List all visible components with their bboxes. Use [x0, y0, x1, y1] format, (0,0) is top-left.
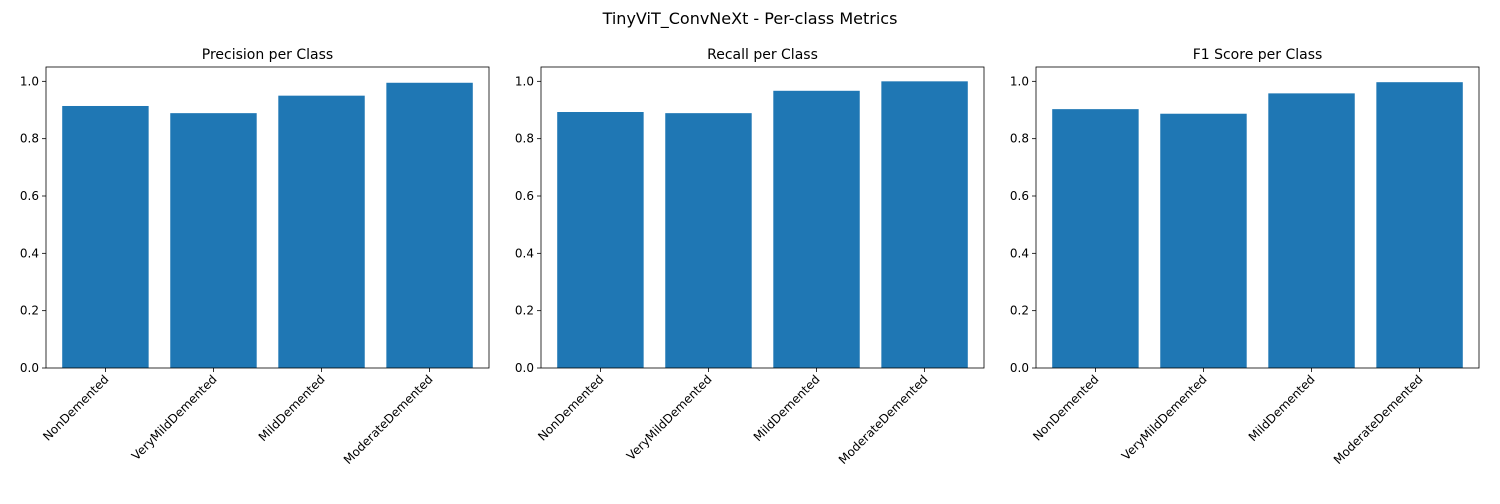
chart-panel-2: Recall per Class 0.0 0.2 0.4 0.6 0.8 1.0 NonDem…	[515, 47, 985, 467]
x-tick-label: NonDemented	[535, 372, 606, 443]
y-tick-label: 0.6	[1010, 189, 1029, 203]
x-tick-label: NonDemented	[40, 372, 111, 443]
y-tick-label: 0.4	[1010, 246, 1029, 260]
y-tick-label: 0.4	[20, 246, 39, 260]
chart-title: Recall per Class	[707, 47, 818, 63]
x-tick-label: ModerateDemented	[836, 372, 931, 467]
x-tick-label: VeryMildDemented	[1119, 372, 1210, 463]
x-tick-label: VeryMildDemented	[624, 372, 715, 463]
bar-milddemented	[1268, 93, 1355, 368]
bar-moderatedemented	[1376, 82, 1463, 369]
y-tick-label: 0.2	[20, 304, 39, 318]
y-tick-label: 0.0	[1010, 361, 1029, 375]
bar-milddemented	[773, 90, 860, 368]
bar-moderatedemented	[881, 81, 968, 368]
y-tick-label: 0.4	[515, 246, 534, 260]
y-tick-label: 0.6	[20, 189, 39, 203]
y-tick-label: 0.0	[20, 361, 39, 375]
x-tick-label: VeryMildDemented	[129, 372, 220, 463]
bar-nondemented	[557, 112, 644, 368]
bar-verymilddemented	[1160, 113, 1247, 368]
bar-verymilddemented	[170, 113, 257, 368]
bar-nondemented	[62, 105, 149, 368]
y-tick-label: 0.8	[515, 132, 534, 146]
plot-frame	[1035, 66, 1480, 369]
y-tick-label: 1.0	[515, 74, 534, 88]
bar-milddemented	[278, 95, 365, 369]
x-tick-label: ModerateDemented	[341, 372, 436, 467]
x-tick-label: MildDemented	[1246, 372, 1318, 444]
y-tick-label: 1.0	[20, 74, 39, 88]
y-tick-label: 0.2	[1010, 304, 1029, 318]
chart-title: Precision per Class	[202, 47, 333, 63]
y-tick-label: 1.0	[1010, 74, 1029, 88]
y-tick-label: 0.8	[1010, 132, 1029, 146]
bar-moderatedemented	[386, 82, 473, 369]
chart-title: F1 Score per Class	[1193, 47, 1323, 63]
y-tick-label: 0.6	[515, 189, 534, 203]
y-tick-label: 0.8	[20, 132, 39, 146]
plot-frame	[45, 66, 490, 369]
y-tick-label: 0.2	[515, 304, 534, 318]
x-tick-label: MildDemented	[751, 372, 823, 444]
y-tick-label: 0.0	[515, 361, 534, 375]
chart-panel-1: Precision per Class 0.0 0.2 0.4 0.6 0.8 1.0 Non…	[20, 47, 490, 467]
bar-nondemented	[1052, 109, 1139, 368]
plot-frame	[540, 66, 985, 369]
figure-suptitle: TinyViT_ConvNeXt - Per-class Metrics	[602, 9, 898, 29]
x-tick-label: NonDemented	[1030, 372, 1101, 443]
x-tick-label: MildDemented	[256, 372, 328, 444]
chart-panel-3: F1 Score per Class 0.0 0.2 0.4 0.6 0.8 1.0 NonD…	[1010, 47, 1480, 467]
x-tick-label: ModerateDemented	[1331, 372, 1426, 467]
bar-verymilddemented	[665, 113, 752, 368]
